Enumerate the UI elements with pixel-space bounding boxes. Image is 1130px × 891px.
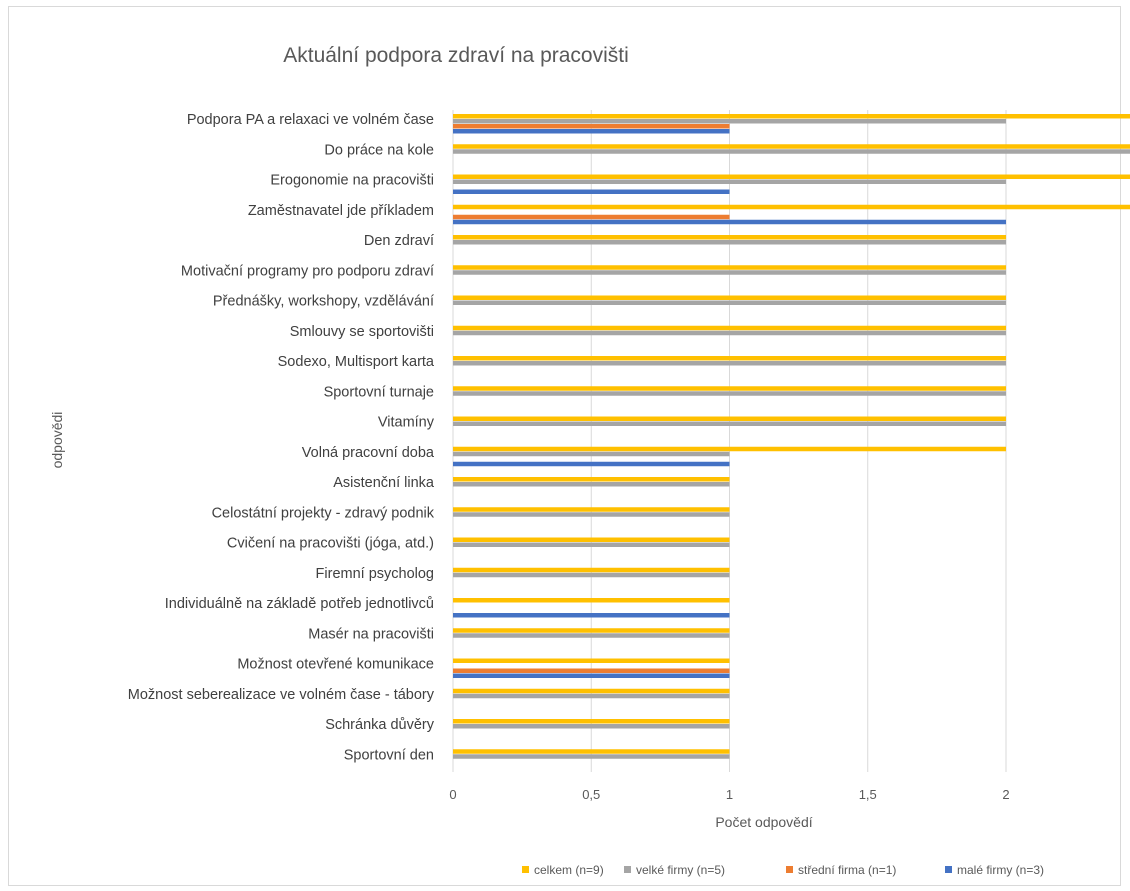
x-tick-labels: 00,511,522,533,544,5 (449, 787, 1009, 802)
bar (453, 149, 1130, 154)
category-label: Přednášky, workshopy, vzdělávání (213, 294, 434, 310)
bar (453, 754, 730, 759)
bar (453, 214, 730, 220)
category-label: Volná pracovní doba (302, 445, 435, 461)
bar (453, 416, 1006, 421)
bar (453, 668, 730, 673)
legend-swatch (522, 866, 529, 873)
bar (453, 179, 1006, 184)
bar (453, 361, 1006, 366)
legend-entry: velké firmy (n=5) (636, 863, 725, 877)
bar (453, 300, 1006, 305)
category-labels: Podpora PA a relaxaci ve volném čase Do p… (128, 112, 435, 763)
category-label: Motivační programy pro podporu zdraví (181, 263, 434, 279)
bar (453, 114, 1130, 119)
category-label: Sportovní den (344, 747, 434, 763)
bar (453, 598, 730, 603)
category-label: Zaměstnavatel jde příkladem (248, 203, 434, 219)
bar (453, 270, 1006, 275)
bars (453, 114, 1130, 759)
bar (453, 325, 1006, 331)
x-tick-label: 2 (1002, 787, 1009, 802)
bar (453, 446, 1006, 452)
x-tick-label: 1,5 (859, 787, 877, 802)
category-label: Podpora PA a relaxaci ve volném čase (187, 112, 434, 128)
bar (453, 391, 1006, 396)
category-label: Schránka důvěry (325, 717, 435, 733)
bar (453, 451, 730, 457)
chart-frame (8, 6, 1121, 886)
bar (453, 658, 730, 663)
bar (453, 688, 730, 694)
category-label: Sodexo, Multisport karta (278, 354, 435, 370)
bar (453, 719, 730, 724)
category-label: Masér na pracovišti (308, 626, 434, 642)
bar (453, 240, 1006, 245)
bar (453, 235, 1006, 240)
category-label: Cvičení na pracovišti (jóga, atd.) (227, 536, 434, 552)
category-label: Do práce na kole (324, 142, 434, 158)
bar (453, 749, 730, 754)
chart-title: Aktuální podpora zdraví na pracovišti (283, 44, 629, 67)
bar (453, 613, 730, 618)
category-label: Sportovní turnaje (324, 384, 434, 400)
bar (453, 537, 730, 542)
legend-entry: celkem (n=9) (534, 863, 604, 877)
bar (453, 189, 730, 194)
bar (453, 673, 730, 678)
bar (453, 482, 730, 487)
category-label: Asistenční linka (333, 475, 435, 491)
bar (453, 386, 1006, 391)
bar (453, 572, 730, 578)
bar (453, 174, 1130, 179)
category-label: Den zdraví (364, 233, 434, 249)
bar (453, 295, 1006, 300)
x-tick-label: 1 (726, 787, 733, 802)
x-tick-label: 0,5 (582, 787, 600, 802)
category-label: Smlouvy se sportovišti (290, 324, 434, 340)
bar (453, 129, 730, 134)
bar (453, 477, 730, 482)
bar (453, 542, 730, 547)
bar (453, 330, 1006, 336)
category-label: Firemní psycholog (316, 566, 434, 582)
legend-swatch (945, 866, 952, 873)
bar (453, 119, 1006, 124)
category-label: Vitamíny (378, 415, 435, 431)
x-axis-title: Počet odpovědí (715, 814, 812, 830)
category-label: Celostátní projekty - zdravý podnik (212, 505, 435, 521)
bar (453, 507, 730, 512)
bar (453, 693, 730, 699)
bar (453, 356, 1006, 361)
category-label: Možnost otevřené komunikace (237, 657, 434, 673)
legend: celkem (n=9) velké firmy (n=5) střední fir… (522, 863, 1044, 877)
bar (453, 461, 730, 467)
category-label: Možnost seberealizace ve volném čase - t… (128, 687, 435, 703)
bar (453, 421, 1006, 426)
bar (453, 512, 730, 517)
category-label: Erogonomie na pracovišti (270, 173, 434, 189)
legend-entry: střední firma (n=1) (798, 863, 896, 877)
x-tick-label: 0 (449, 787, 456, 802)
bar (453, 567, 730, 573)
legend-entry: malé firmy (n=3) (957, 863, 1044, 877)
bar (453, 144, 1130, 149)
bar (453, 633, 730, 638)
bar (453, 628, 730, 633)
bar (453, 124, 730, 129)
bar (453, 204, 1130, 210)
bar (453, 219, 1006, 225)
legend-swatch (624, 866, 631, 873)
legend-swatch (786, 866, 793, 873)
bar (453, 724, 730, 729)
y-axis-title: odpovědi (49, 412, 65, 469)
category-label: Individuálně na základě potřeb jednotliv… (165, 596, 434, 612)
bar (453, 265, 1006, 270)
